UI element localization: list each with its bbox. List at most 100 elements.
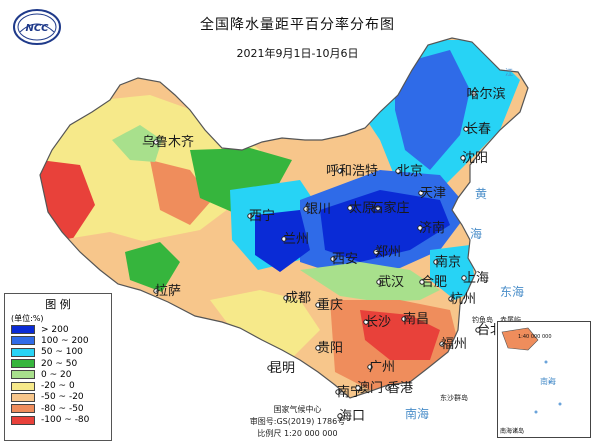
legend-swatch — [11, 359, 35, 369]
city-label: 香港 — [387, 381, 413, 396]
city-合肥: 合肥 — [419, 275, 447, 290]
city-乌鲁木齐: 乌鲁木齐 — [142, 134, 194, 150]
city-label: 石家庄 — [370, 200, 409, 216]
legend-unit: (单位:%) — [11, 314, 44, 323]
legend-label: > 200 — [41, 324, 69, 335]
city-marker — [267, 365, 273, 371]
city-marker — [448, 296, 454, 302]
city-澳门: 澳门 — [355, 380, 383, 396]
city-label: 海口 — [339, 409, 365, 424]
sea-label: 海 — [470, 226, 482, 241]
city-label: 上海 — [463, 271, 489, 286]
city-marker — [337, 413, 343, 419]
city-label: 广州 — [369, 360, 395, 375]
city-marker — [347, 205, 353, 211]
legend-item: -80 ~ -50 — [11, 403, 111, 414]
sea-label: 南海 — [405, 406, 429, 421]
ncc-logo-icon: NCC — [13, 9, 61, 45]
city-label: 呼和浩特 — [326, 164, 378, 179]
city-label: 武汉 — [378, 275, 404, 290]
city-label: 银川 — [305, 202, 331, 217]
city-北京: 北京 — [395, 164, 423, 179]
city-marker — [376, 279, 382, 285]
city-marker — [461, 275, 467, 281]
city-南昌: 南昌 — [401, 311, 429, 327]
legend-rows: > 200 100 ~ 200 50 ~ 100 20 ~ 50 0 ~ 20 -20 ~… — [5, 324, 111, 426]
city-label: 合肥 — [421, 275, 447, 290]
city-哈尔滨: 哈尔滨 — [466, 86, 505, 102]
city-label: 太原 — [349, 201, 375, 216]
city-呼和浩特: 呼和浩特 — [326, 164, 378, 179]
city-西宁: 西宁 — [247, 208, 275, 224]
legend-label: -80 ~ -50 — [41, 403, 84, 414]
inset-island — [558, 402, 562, 406]
legend-swatch — [11, 347, 35, 357]
legend-swatch — [11, 381, 35, 391]
city-marker — [439, 341, 445, 347]
ncc-logo: NCC — [12, 8, 62, 46]
city-marker — [385, 385, 391, 391]
city-marker — [335, 389, 341, 395]
city-label: 兰州 — [283, 232, 309, 247]
south-china-sea-inset: 1:40 000 000 南海 南海诸岛 — [497, 321, 591, 438]
city-label: 西安 — [332, 252, 358, 267]
city-海口: 海口 — [337, 409, 365, 424]
legend-label: -100 ~ -80 — [41, 415, 90, 426]
map-legend: 图 例 (单位:%) > 200 100 ~ 200 50 ~ 100 20 ~ 50… — [4, 293, 112, 441]
city-太原: 太原 — [347, 201, 375, 216]
legend-swatch — [11, 404, 35, 414]
footer-scale: 比例尺 1:20 000 000 — [257, 429, 338, 438]
city-label: 福州 — [441, 337, 467, 352]
city-label: 哈尔滨 — [466, 86, 505, 102]
legend-swatch — [11, 325, 35, 335]
region-northeast-very-wet — [395, 50, 470, 170]
city-label: 杭州 — [450, 292, 476, 307]
city-label: 西宁 — [249, 208, 275, 224]
city-label: 北京 — [397, 164, 423, 179]
city-marker — [475, 327, 481, 333]
city-marker — [367, 364, 373, 370]
legend-item: -100 ~ -80 — [11, 414, 111, 425]
region-west-normal — [40, 95, 260, 250]
city-label: 成都 — [285, 291, 311, 306]
city-marker — [419, 279, 425, 285]
city-label: 沈阳 — [462, 151, 488, 166]
city-marker — [315, 302, 321, 308]
sea-label: 黄 — [475, 187, 487, 201]
city-marker — [247, 213, 253, 219]
city-marker — [337, 168, 343, 174]
city-marker — [283, 295, 289, 301]
city-marker — [375, 205, 381, 211]
city-marker — [330, 256, 336, 262]
inset-island — [544, 360, 548, 364]
city-marker — [153, 288, 159, 294]
legend-label: -50 ~ -20 — [41, 392, 84, 403]
city-杭州: 杭州 — [448, 292, 476, 307]
city-label: 重庆 — [317, 297, 343, 313]
city-marker — [315, 345, 321, 351]
island-label: 东沙群岛 — [440, 393, 468, 402]
inset-scale: 1:40 000 000 — [518, 334, 552, 340]
map-date-range: 2021年9月1日-10月6日 — [236, 47, 359, 60]
inset-island — [534, 410, 538, 414]
city-label: 拉萨 — [155, 284, 181, 299]
map-title: 全国降水量距平百分率分布图 — [200, 17, 395, 33]
legend-item: 20 ~ 50 — [11, 358, 111, 369]
region-jiangsu-wet — [430, 245, 476, 300]
inset-label: 南海诸岛 — [500, 428, 525, 435]
city-marker — [460, 155, 466, 161]
city-marker — [355, 385, 361, 391]
inset-sea-label: 南海 — [540, 376, 556, 386]
legend-label: 50 ~ 100 — [41, 347, 83, 358]
city-marker — [463, 126, 469, 132]
city-label: 澳门 — [357, 380, 383, 396]
region-hunan-jiangxi-very-dry — [360, 310, 440, 360]
region-label: 江 — [505, 68, 513, 77]
city-武汉: 武汉 — [376, 275, 404, 290]
city-label: 长沙 — [365, 315, 391, 330]
legend-item: -20 ~ 0 — [11, 380, 111, 391]
island-label: 赤尾屿 — [500, 315, 521, 324]
city-marker — [433, 259, 439, 265]
